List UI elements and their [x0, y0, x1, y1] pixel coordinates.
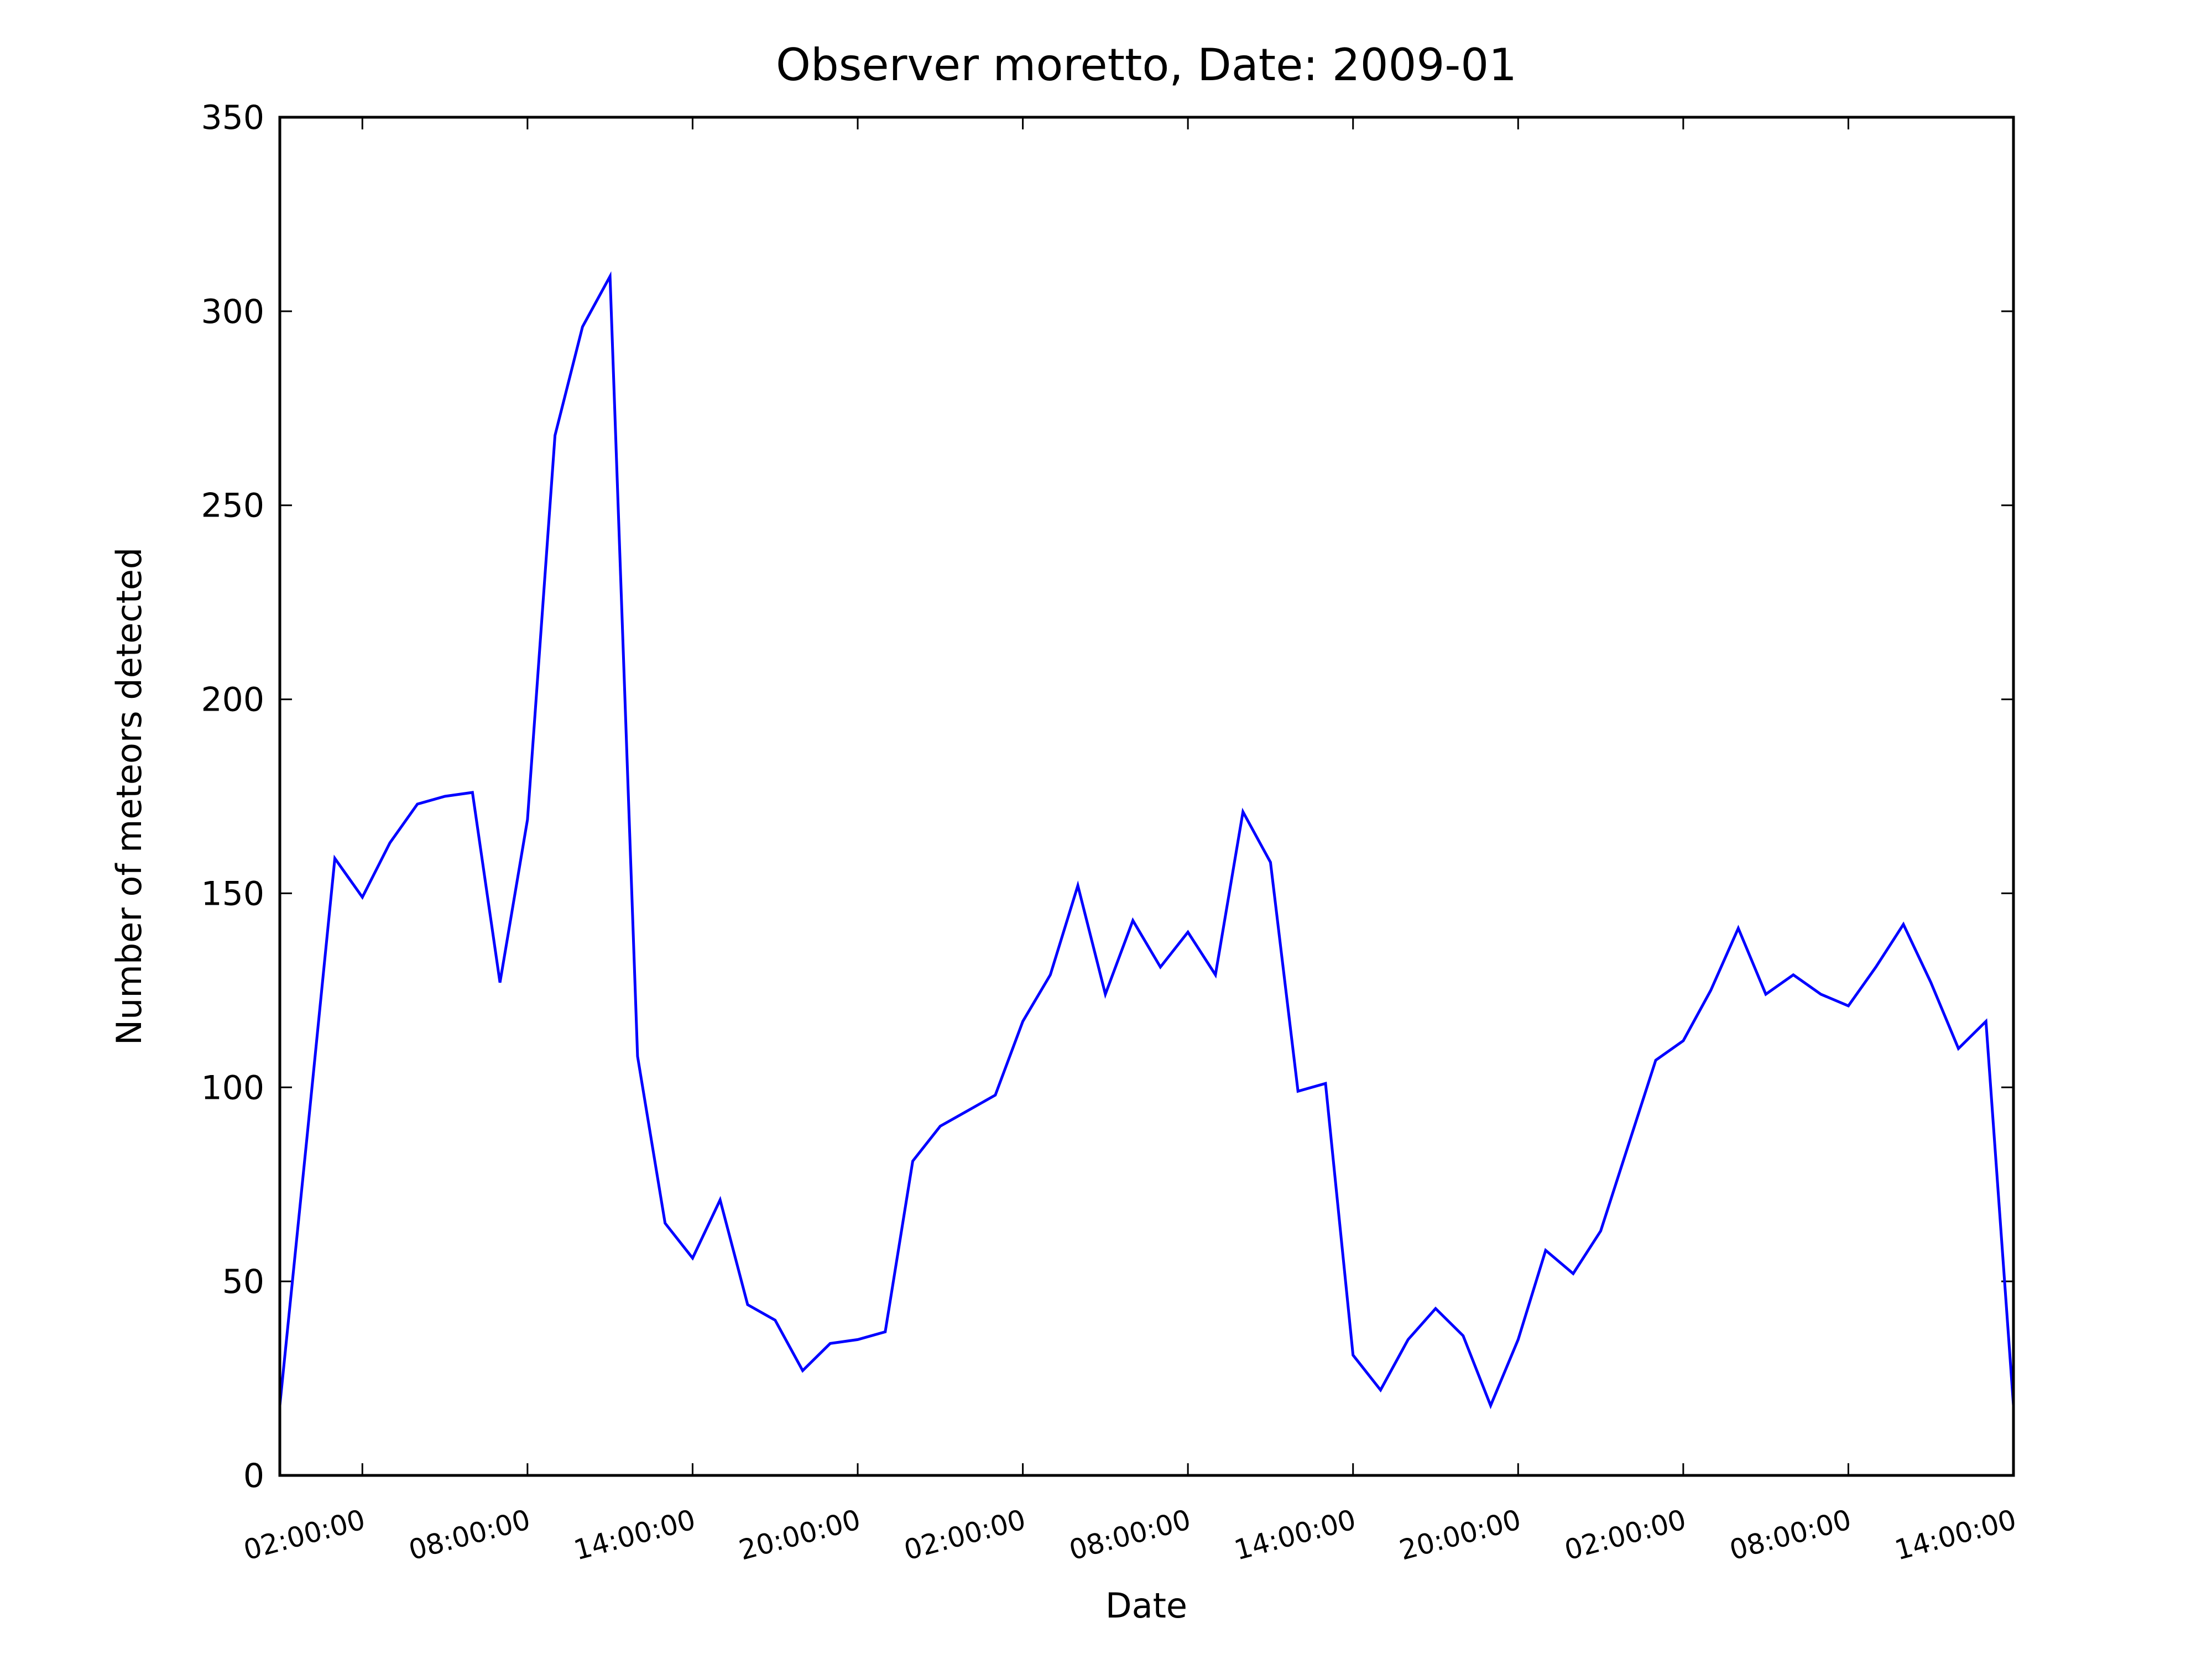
y-tick-label: 300 — [201, 293, 264, 331]
y-tick-label: 100 — [201, 1068, 264, 1107]
x-axis-label: Date — [1105, 1585, 1187, 1626]
y-axis-label: Number of meteors detected — [109, 547, 149, 1046]
y-tick-label: 150 — [201, 874, 264, 913]
y-tick-label: 250 — [201, 487, 264, 525]
plot-frame — [278, 116, 2015, 1477]
y-tick-label: 200 — [201, 681, 264, 719]
y-tick-label: 350 — [201, 98, 264, 137]
y-tick-label: 50 — [222, 1262, 264, 1301]
y-tick-label: 0 — [243, 1457, 264, 1495]
data-line — [278, 271, 2015, 1410]
chart-title: Observer moretto, Date: 2009-01 — [776, 39, 1517, 91]
